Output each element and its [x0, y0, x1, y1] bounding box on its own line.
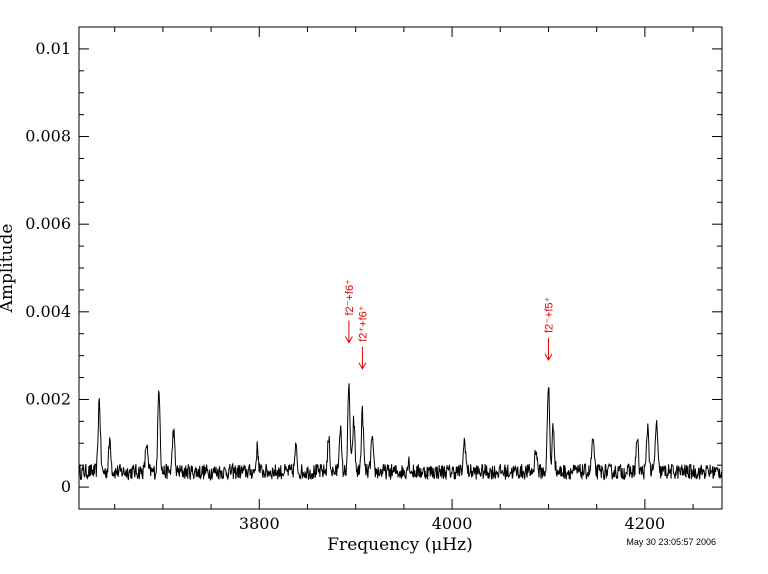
y-tick-label: 0.008: [25, 127, 71, 146]
amplitude-spectrum-line: [78, 383, 723, 482]
annotation-label: f2⁻+f6⁺: [344, 279, 356, 316]
peak-annotation: f2⁺+f6⁺: [357, 305, 369, 370]
x-tick-label: 4200: [625, 514, 666, 533]
x-tick-label: 3800: [239, 514, 280, 533]
x-tick-label: 4000: [432, 514, 473, 533]
peak-annotation: f2⁻+f5⁺: [543, 296, 555, 362]
arrow-head-icon: [544, 353, 553, 362]
annotation-label: f2⁻+f5⁺: [543, 296, 555, 333]
peak-annotations: f2⁻+f6⁺f2⁺+f6⁺ f2⁻+f5⁺: [344, 279, 555, 370]
timestamp: May 30 23:05:57 2006: [626, 537, 716, 547]
y-tick-label: 0.006: [25, 214, 71, 233]
peak-annotation: f2⁻+f6⁺: [344, 279, 356, 344]
y-tick-label: 0.01: [35, 39, 71, 58]
y-tick-label: 0: [61, 477, 71, 496]
y-axis-label: Amplitude: [0, 224, 17, 314]
x-axis-label: Frequency (μHz): [327, 535, 472, 555]
y-axis-ticks: 0 0.002 0.004 0.006 0.008 0.01: [25, 39, 722, 496]
y-tick-label: 0.002: [25, 389, 71, 408]
x-axis-ticks: 3800 4000 4200: [114, 27, 694, 533]
plot-frame: [78, 26, 723, 510]
arrow-head-icon: [358, 362, 367, 370]
annotation-label: f2⁺+f6⁺: [357, 305, 369, 342]
y-tick-label: 0.004: [25, 302, 71, 321]
arrow-head-icon: [344, 336, 353, 344]
